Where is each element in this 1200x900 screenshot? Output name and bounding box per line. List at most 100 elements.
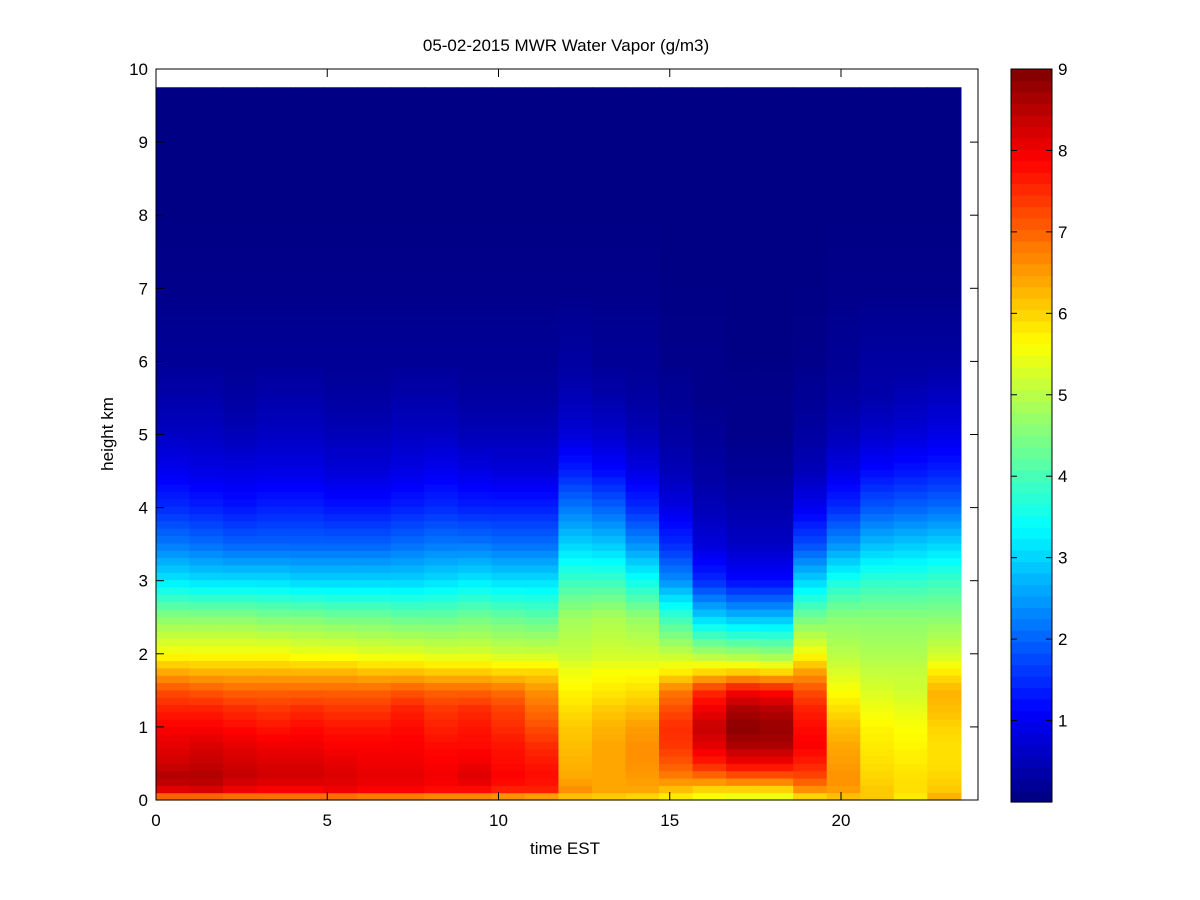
heatmap-cell	[491, 388, 526, 397]
heatmap-cell	[189, 447, 224, 456]
heatmap-cell	[256, 491, 291, 500]
heatmap-cell	[457, 638, 492, 647]
heatmap-cell	[860, 491, 895, 500]
heatmap-cell	[223, 484, 258, 492]
heatmap-cell	[256, 248, 291, 257]
heatmap-cell	[759, 711, 794, 720]
heatmap-cell	[491, 293, 526, 301]
heatmap-cell	[424, 785, 459, 794]
heatmap-cell	[323, 439, 358, 448]
heatmap-cell	[927, 285, 962, 294]
heatmap-cell	[826, 124, 861, 132]
heatmap-cell	[893, 564, 928, 573]
heatmap-cell	[692, 660, 727, 669]
heatmap-cell	[323, 520, 358, 529]
heatmap-cell	[357, 344, 392, 353]
heatmap-cell	[524, 667, 560, 676]
heatmap-cell	[625, 116, 660, 125]
heatmap-cell	[893, 586, 928, 595]
heatmap-cell	[591, 425, 627, 434]
heatmap-cell	[457, 322, 492, 331]
heatmap-cell	[424, 748, 459, 757]
heatmap-cell	[826, 439, 861, 448]
heatmap-cell	[491, 586, 526, 595]
colorbar-band	[1011, 733, 1052, 746]
heatmap-cell	[692, 491, 727, 500]
heatmap-cell	[424, 557, 459, 566]
heatmap-cell	[860, 417, 895, 426]
heatmap-cell	[424, 432, 459, 441]
heatmap-cell	[357, 322, 392, 331]
colorbar-band	[1011, 687, 1052, 700]
heatmap-cell	[390, 528, 425, 537]
heatmap-cell	[692, 777, 727, 786]
heatmap-cell	[826, 697, 861, 706]
heatmap-cell	[625, 491, 660, 500]
heatmap-cell	[793, 278, 828, 287]
heatmap-cell	[558, 586, 593, 595]
heatmap-cell	[290, 667, 325, 676]
heatmap-cell	[524, 675, 560, 684]
heatmap-cell	[357, 586, 392, 595]
colorbar-band	[1011, 561, 1052, 574]
heatmap-cell	[893, 601, 928, 610]
heatmap-cell	[759, 226, 794, 235]
heatmap-cell	[659, 388, 694, 397]
heatmap-cell	[860, 116, 895, 125]
heatmap-cell	[223, 226, 258, 235]
heatmap-cell	[189, 667, 224, 676]
heatmap-cell	[591, 307, 627, 316]
heatmap-cell	[524, 491, 560, 500]
heatmap-cell	[256, 359, 291, 368]
heatmap-cell	[524, 366, 560, 375]
heatmap-cell	[591, 204, 627, 213]
heatmap-cell	[290, 557, 325, 566]
heatmap-cell	[323, 131, 358, 140]
heatmap-cell	[558, 138, 593, 147]
heatmap-cell	[323, 248, 358, 257]
heatmap-cell	[323, 410, 358, 419]
heatmap-cell	[189, 219, 224, 228]
heatmap-cell	[826, 616, 861, 625]
heatmap-cell	[323, 285, 358, 294]
heatmap-cell	[491, 410, 526, 419]
heatmap-cell	[591, 263, 627, 272]
heatmap-cell	[558, 785, 593, 794]
heatmap-cell	[591, 293, 627, 301]
heatmap-cell	[524, 623, 560, 632]
heatmap-cell	[726, 109, 761, 118]
heatmap-cell	[591, 675, 627, 684]
heatmap-cell	[659, 285, 694, 294]
heatmap-cell	[156, 293, 191, 301]
heatmap-cell	[927, 248, 962, 257]
heatmap-cell	[524, 410, 560, 419]
heatmap-cell	[692, 557, 727, 566]
heatmap-cell	[826, 87, 861, 96]
heatmap-cell	[457, 87, 492, 96]
heatmap-cell	[625, 153, 660, 162]
heatmap-cell	[323, 608, 358, 617]
heatmap-cell	[256, 638, 291, 647]
heatmap-cell	[826, 638, 861, 647]
heatmap-cell	[424, 733, 459, 742]
heatmap-cell	[793, 373, 828, 382]
heatmap-cell	[558, 719, 593, 728]
heatmap-cell	[826, 454, 861, 463]
heatmap-cell	[390, 175, 425, 184]
heatmap-cell	[759, 675, 794, 684]
heatmap-cell	[223, 498, 258, 507]
heatmap-cell	[156, 550, 191, 559]
heatmap-cell	[424, 550, 459, 559]
heatmap-cell	[491, 447, 526, 456]
heatmap-cell	[726, 748, 761, 757]
heatmap-cell	[726, 168, 761, 177]
heatmap-cell	[189, 131, 224, 140]
colorbar-band	[1011, 698, 1052, 711]
heatmap-cell	[893, 366, 928, 375]
heatmap-cell	[323, 557, 358, 566]
heatmap-cell	[625, 388, 660, 397]
heatmap-cell	[759, 94, 794, 103]
heatmap-cell	[692, 638, 727, 647]
heatmap-cell	[491, 484, 526, 492]
heatmap-cell	[759, 138, 794, 147]
